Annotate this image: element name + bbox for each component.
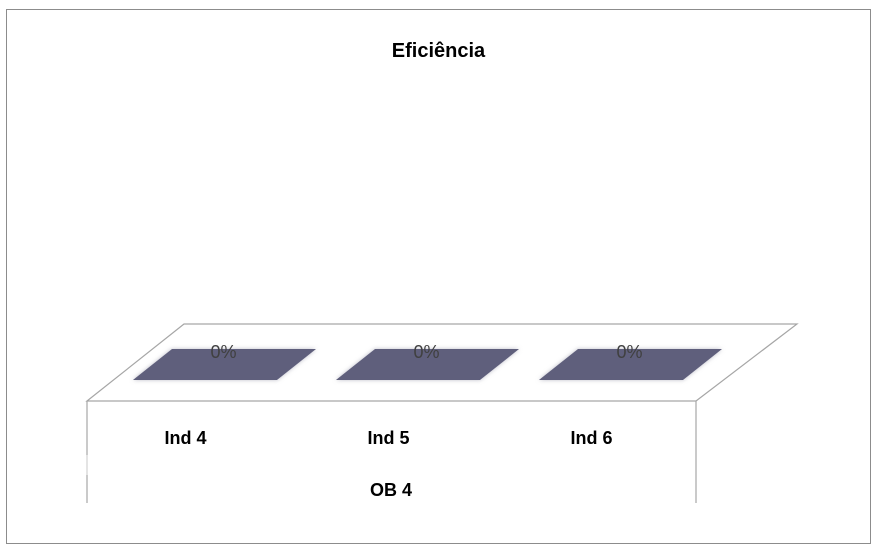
bar (132, 349, 317, 380)
bar (538, 349, 723, 380)
data-label: 0% (616, 342, 642, 362)
group-label: OB 4 (370, 480, 412, 500)
category-label: Ind 6 (570, 428, 612, 448)
bar (335, 349, 520, 380)
data-label: 0% (413, 342, 439, 362)
category-label: Ind 5 (367, 428, 409, 448)
category-label: Ind 4 (164, 428, 206, 448)
chart-frame (6, 9, 871, 544)
chart-title: Eficiência (391, 40, 486, 62)
data-label: 0% (210, 342, 236, 362)
